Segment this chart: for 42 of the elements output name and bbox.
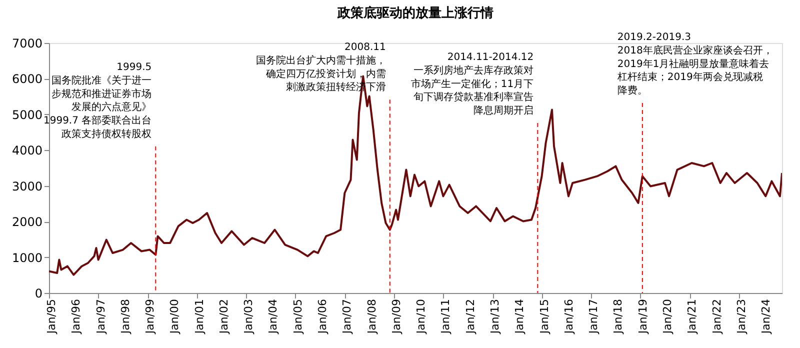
x-tick-label: Jan/07 [340,299,354,335]
x-tick-label: Jan/00 [168,299,182,335]
x-tick-label: Jan/22 [710,299,724,335]
x-tick-label: Jan/09 [390,299,403,335]
y-tick-label: 6000 [12,72,42,86]
x-tick-label: Jan/20 [660,299,674,335]
x-tick-label: Jan/23 [734,299,748,335]
ref-line-label: 2014.11-2014.12 一系列房地产去库存政策对市场产生一定催化；11月下旬下调存贷款基准利率宣告降息周期开启 [410,52,534,117]
y-tick-label: 1000 [12,250,42,265]
x-tick-label: Jan/99 [144,299,157,335]
y-tick-label: 3000 [12,179,42,194]
x-tick-label: Jan/08 [365,299,378,335]
x-tick-label: Jan/11 [439,299,452,335]
x-tick-label: Jan/18 [612,299,625,335]
x-tick-label: Jan/24 [760,299,773,335]
x-tick-label: Jan/14 [513,299,526,335]
x-tick-label: Jan/15 [538,299,551,335]
x-tick-label: Jan/12 [464,299,477,335]
x-tick-label: Jan/01 [192,299,206,335]
x-tick-label: Jan/10 [414,299,428,335]
x-tick-label: Jan/21 [686,299,699,335]
x-tick-label: Jan/13 [488,299,502,335]
ref-line-label: 1999.5 国务院批准《关于进一步规范和推进证券市场发展的六点意见》 1999.7 各部委联合出台政策支持债权转股权 [43,62,152,140]
y-tick-label: 4000 [12,144,42,158]
chart-title: 政策底驱动的放量上涨行情 [336,5,494,21]
y-tick-label: 2000 [12,215,42,230]
x-tick-label: Jan/04 [266,299,280,335]
x-tick-label: Jan/02 [217,299,230,335]
x-tick-label: Jan/05 [291,299,304,335]
x-tick-label: Jan/17 [587,299,600,335]
y-tick-label: 0 [34,286,42,300]
x-tick-label: Jan/97 [94,299,108,335]
y-tick-label: 5000 [12,108,42,122]
x-tick-label: Jan/95 [45,299,58,335]
x-tick-label: Jan/03 [242,299,256,335]
y-tick-label: 7000 [12,36,42,50]
x-tick-label: Jan/98 [118,299,132,335]
x-tick-label: Jan/19 [636,299,650,335]
x-tick-label: Jan/06 [316,299,330,335]
x-tick-label: Jan/96 [70,299,83,335]
ref-line-label: 2019.2-2019.3 2018年底民营企业家座谈会召开，2019年1月社融明显放量意味着去杠杆结束；2019年两会兑现减税降费。 [616,32,773,97]
x-tick-label: Jan/16 [562,299,576,335]
